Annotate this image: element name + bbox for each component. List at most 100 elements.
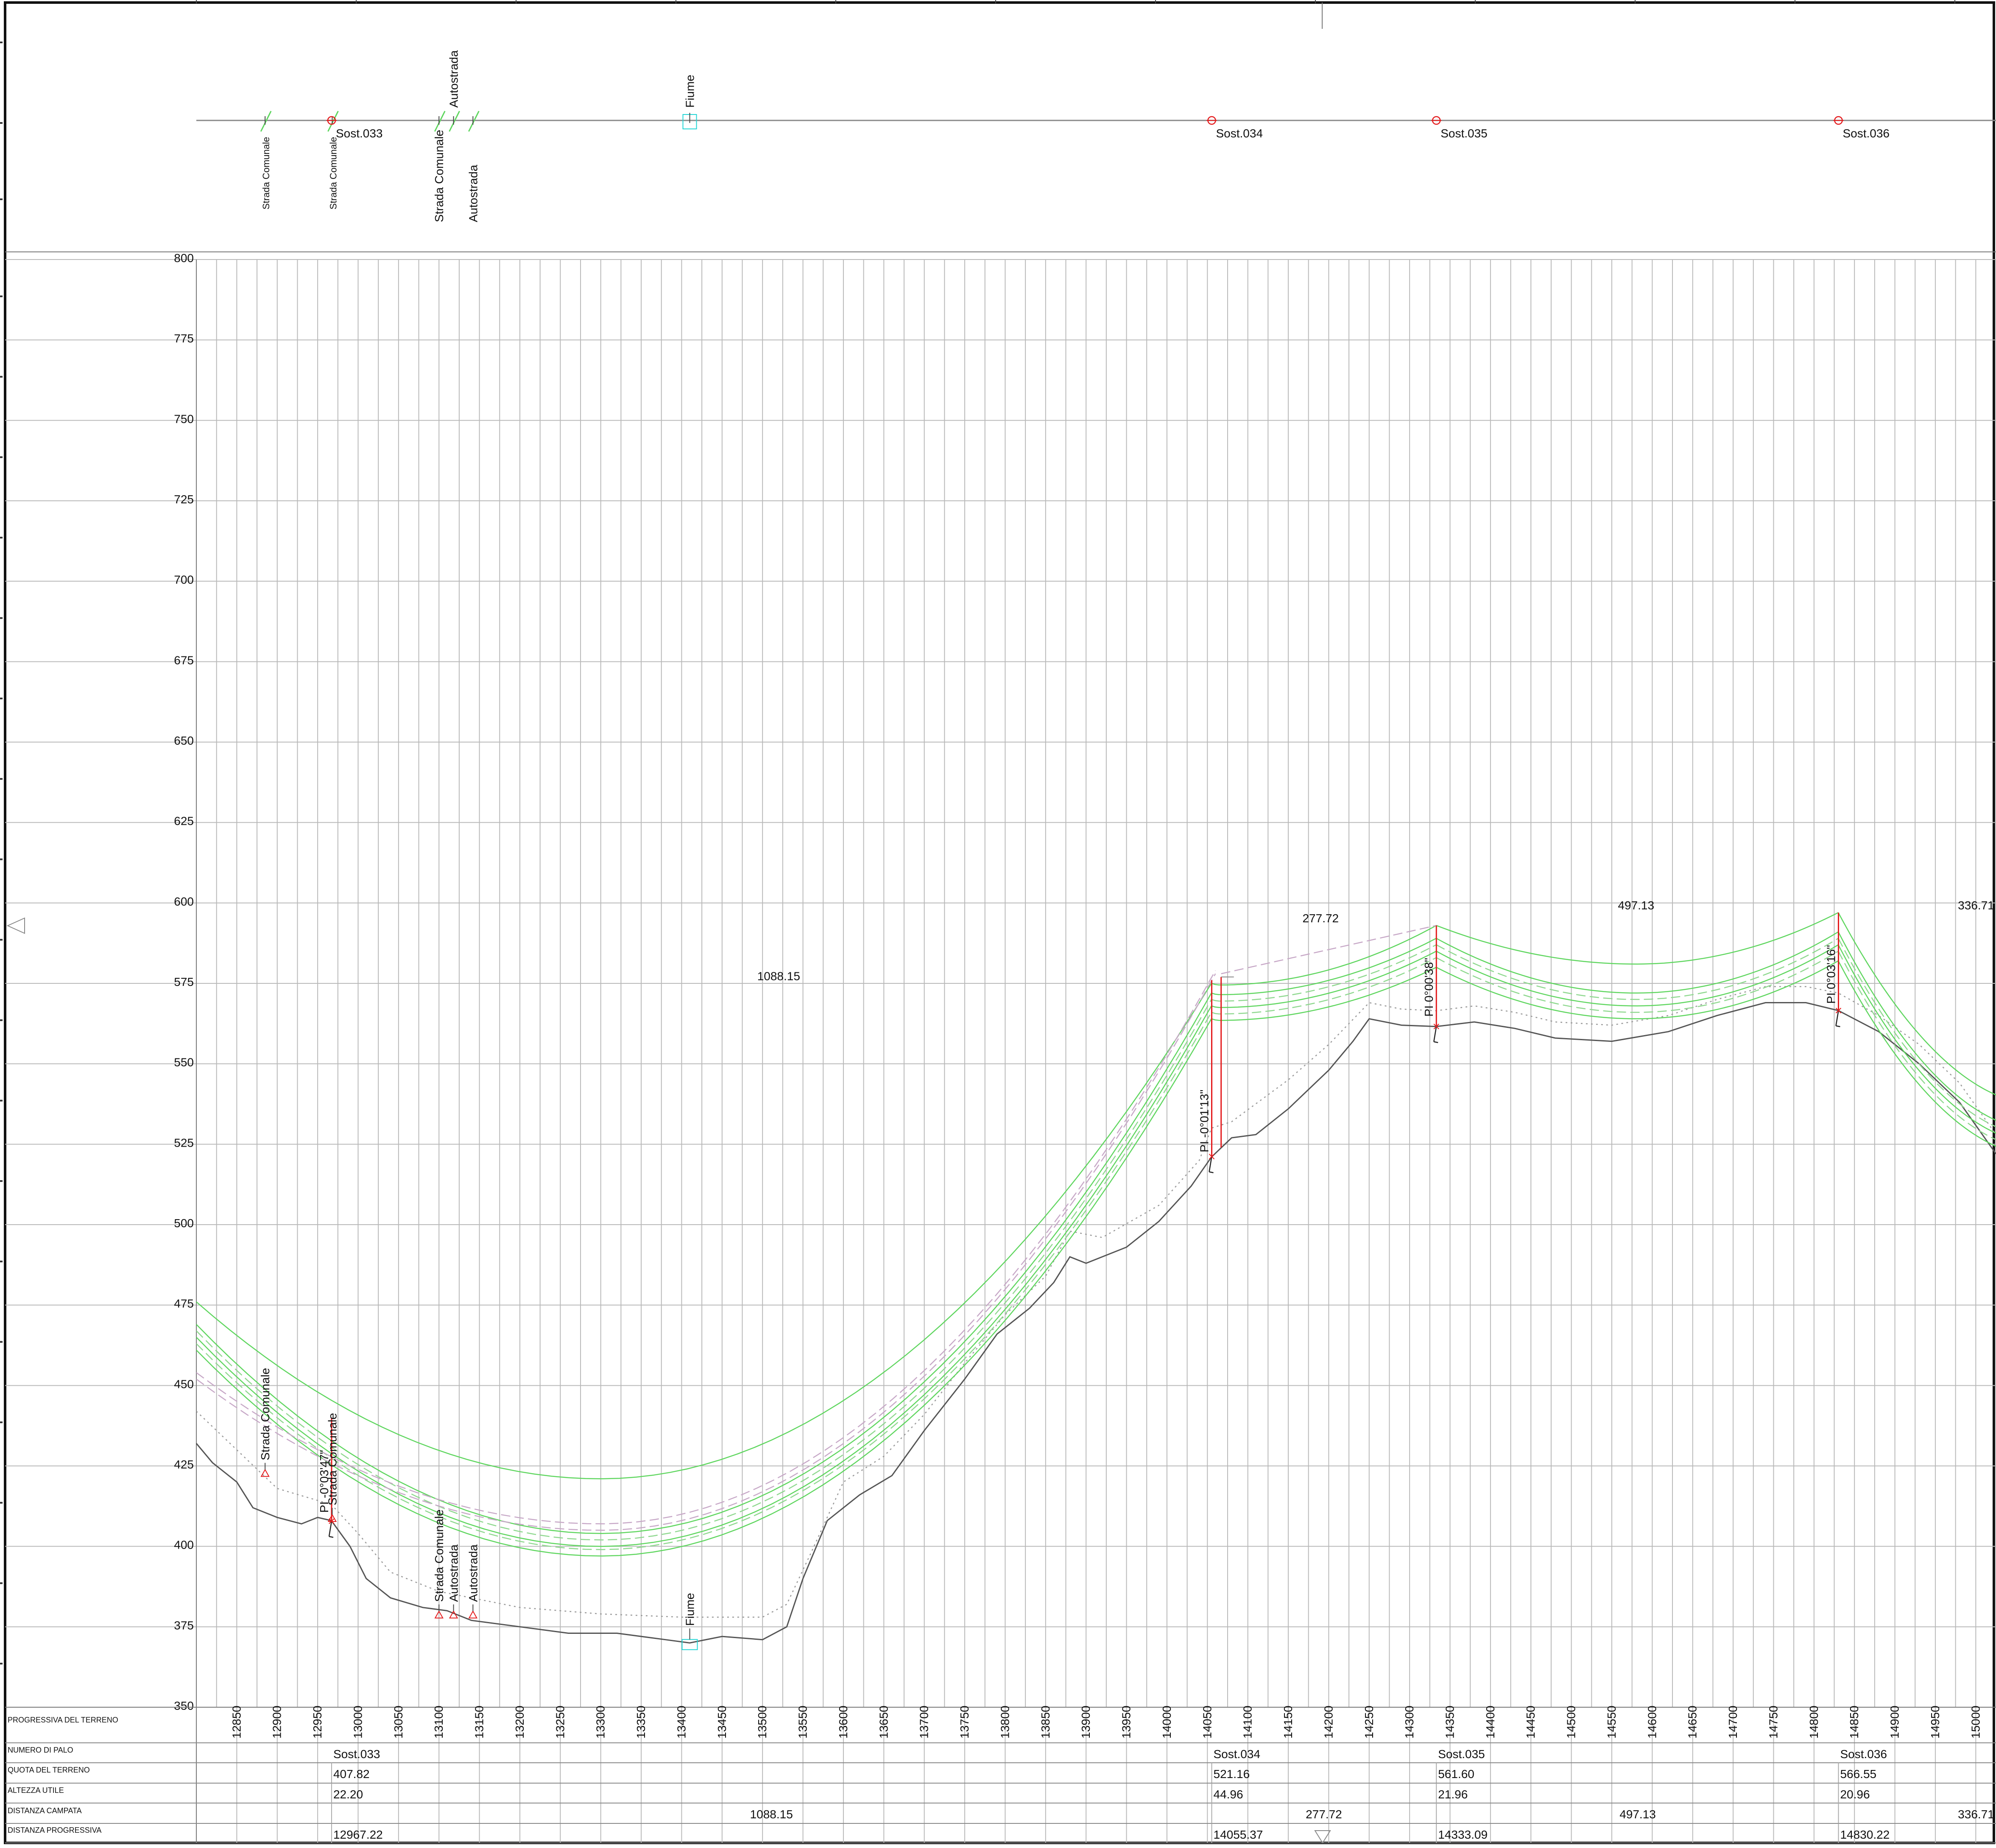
left-margin-ticks bbox=[0, 42, 3, 1665]
plan-crossing-line bbox=[260, 111, 272, 132]
table-pole-name: Sost.033 bbox=[333, 1748, 380, 1761]
span-length-label: 1088.15 bbox=[757, 969, 800, 983]
pole-angle-label: PI 0°03'16" bbox=[1824, 945, 1837, 1004]
table-campata: 336.71 bbox=[1958, 1808, 1994, 1821]
conductor-span-3 bbox=[1436, 944, 1839, 1007]
x-tick-label: 12850 bbox=[230, 1706, 243, 1739]
x-tick-label: 14300 bbox=[1403, 1706, 1416, 1739]
x-tick-label: 14800 bbox=[1807, 1706, 1820, 1739]
river-marker-icon bbox=[681, 1639, 698, 1650]
table-row-header: NUMERO DI PALO bbox=[8, 1746, 73, 1754]
table-quota: 561.60 bbox=[1438, 1767, 1474, 1781]
x-tick-label: 13600 bbox=[837, 1706, 850, 1739]
x-tick-label: 14000 bbox=[1160, 1706, 1173, 1739]
table-progressiva: 12967.22 bbox=[333, 1828, 383, 1841]
y-tick-label: 725 bbox=[174, 493, 194, 506]
x-tick-label: 13050 bbox=[392, 1706, 405, 1739]
y-tick-label: 375 bbox=[174, 1619, 194, 1632]
pole-angle-label: PI -0°01'13" bbox=[1198, 1090, 1211, 1153]
y-tick-label: 650 bbox=[174, 734, 194, 747]
crossing-marker-icon bbox=[434, 1610, 444, 1619]
x-tick-label: 13200 bbox=[513, 1706, 526, 1739]
span-length-label: 277.72 bbox=[1302, 912, 1339, 925]
conductor-span-1 bbox=[196, 1018, 1212, 1557]
x-tick-label: 14650 bbox=[1686, 1706, 1699, 1739]
x-tick-label: 13550 bbox=[796, 1706, 810, 1739]
conductor-span-3 bbox=[1436, 938, 1839, 1000]
y-tick-label: 775 bbox=[174, 332, 194, 345]
pole-foot-icon bbox=[1835, 1010, 1840, 1027]
crossing-label: Strada Comunale bbox=[433, 1510, 446, 1602]
x-tick-label: 12950 bbox=[311, 1706, 324, 1739]
top-ruler bbox=[196, 0, 1955, 3]
conductor-span-4 bbox=[1837, 951, 1996, 1140]
table-quota: 566.55 bbox=[1840, 1767, 1876, 1781]
crossing-label: Autostrada bbox=[466, 1544, 480, 1602]
x-tick-label: 14400 bbox=[1484, 1706, 1497, 1739]
level-arrow-icon bbox=[6, 917, 25, 934]
crossing-marker-icon bbox=[260, 1468, 270, 1477]
x-tick-label: 13150 bbox=[473, 1706, 486, 1739]
conductor-span-3 bbox=[1436, 912, 1839, 965]
x-tick-label: 14350 bbox=[1443, 1706, 1456, 1739]
x-tick-label: 14900 bbox=[1888, 1706, 1901, 1739]
conductor-span-1 bbox=[196, 1012, 1212, 1550]
x-tick-label: 13950 bbox=[1120, 1706, 1133, 1739]
plan-support-label: Sost.033 bbox=[336, 127, 383, 140]
conductor-span-2 bbox=[1211, 957, 1437, 1015]
plan-river-label: Fiume bbox=[684, 75, 697, 108]
crossing-marker-icon bbox=[468, 1610, 478, 1619]
x-tick-label: 13250 bbox=[553, 1706, 567, 1739]
span-length-label: 336.71 bbox=[1958, 899, 1994, 912]
y-tick-label: 425 bbox=[174, 1458, 194, 1471]
groundwire-span bbox=[196, 970, 1216, 1524]
x-tick-label: 14200 bbox=[1322, 1706, 1335, 1739]
terrain-offset-line bbox=[196, 986, 1996, 1618]
y-tick-label: 625 bbox=[174, 815, 194, 828]
pole-base-icon bbox=[1835, 1008, 1842, 1013]
y-tick-label: 750 bbox=[174, 412, 194, 425]
x-tick-label: 14150 bbox=[1281, 1706, 1295, 1739]
table-progressiva: 14333.09 bbox=[1438, 1828, 1488, 1841]
x-tick-label: 13350 bbox=[634, 1706, 648, 1739]
plan-view: Strada Comunale Strada Comunale Strada Com… bbox=[5, 3, 1996, 252]
x-tick-label: 13450 bbox=[715, 1706, 729, 1739]
table-pole-name: Sost.036 bbox=[1840, 1748, 1887, 1761]
plan-crossing-line bbox=[449, 111, 460, 132]
groundwire-span bbox=[1221, 925, 1437, 974]
x-tick-label: 14250 bbox=[1362, 1706, 1376, 1739]
x-tick-label: 15000 bbox=[1969, 1706, 1982, 1739]
table-pole-name: Sost.035 bbox=[1438, 1748, 1485, 1761]
table-row-header: QUOTA DEL TERRENO bbox=[8, 1766, 90, 1774]
conductor-span-4 bbox=[1837, 932, 1996, 1121]
crossing-marker-icon bbox=[327, 1513, 337, 1522]
x-tick-label: 13850 bbox=[1039, 1706, 1052, 1739]
x-tick-label: 14100 bbox=[1241, 1706, 1254, 1739]
pole-foot-icon bbox=[1209, 1156, 1214, 1173]
x-tick-label: 14950 bbox=[1929, 1706, 1942, 1739]
x-tick-label: 14500 bbox=[1565, 1706, 1578, 1739]
x-tick-label: 14600 bbox=[1645, 1706, 1658, 1739]
x-tick-label: 13750 bbox=[958, 1706, 971, 1739]
y-tick-label: 500 bbox=[174, 1217, 194, 1230]
plan-crossing-label: Strada Comunale bbox=[261, 137, 271, 209]
plan-crossing-line bbox=[434, 111, 446, 132]
y-tick-label: 400 bbox=[174, 1538, 194, 1552]
x-tick-label: 12900 bbox=[271, 1706, 284, 1739]
table-progressiva: 14055.37 bbox=[1214, 1828, 1263, 1841]
plan-crossing-line bbox=[468, 111, 480, 132]
profile-table: PROGRESSIVA DEL TERRENO NUMERO DI PALO QUO… bbox=[5, 1706, 1996, 1844]
x-tick-label: 13650 bbox=[877, 1706, 890, 1739]
plan-crossing-label: Autostrada bbox=[447, 50, 461, 108]
conductor-span-2 bbox=[1211, 938, 1437, 995]
table-altezza: 21.96 bbox=[1438, 1788, 1468, 1801]
x-tick-label: 14850 bbox=[1848, 1706, 1861, 1739]
conductor-span-2 bbox=[1211, 925, 1437, 986]
x-tick-label: 13700 bbox=[918, 1706, 931, 1739]
x-tick-label: 13100 bbox=[432, 1706, 445, 1739]
pole-foot-icon bbox=[1433, 1026, 1438, 1043]
crossing-marker-icon bbox=[449, 1610, 458, 1619]
y-tick-label: 700 bbox=[174, 573, 194, 586]
terrain-line bbox=[195, 1002, 1996, 1644]
